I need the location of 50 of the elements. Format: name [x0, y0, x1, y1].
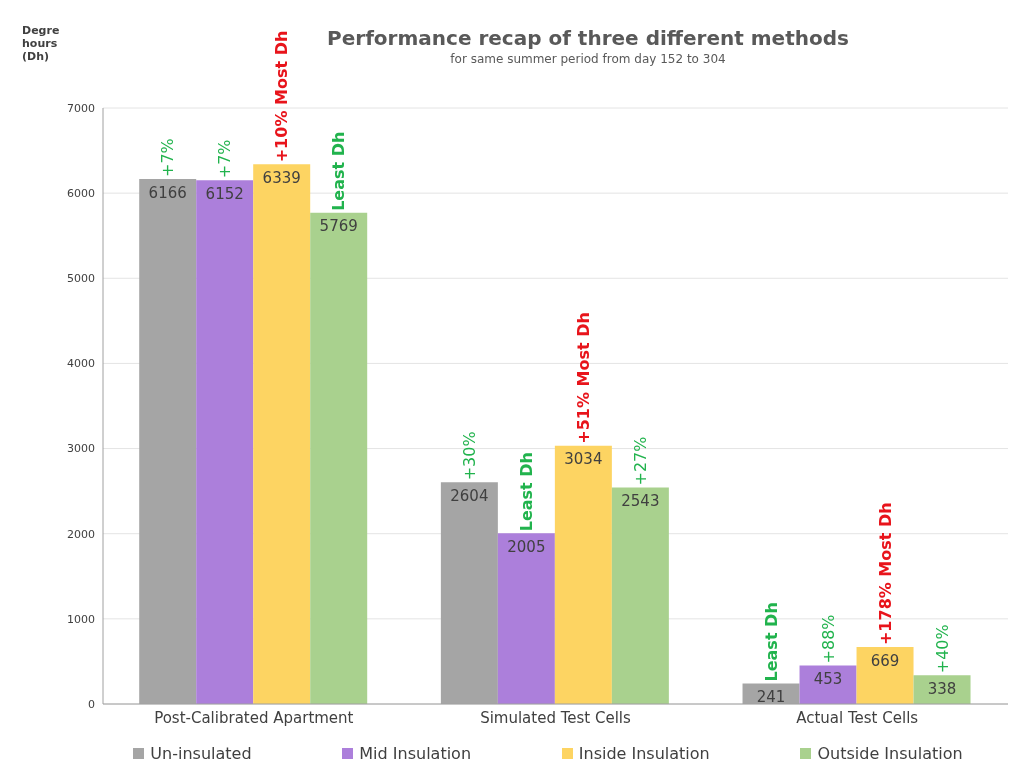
legend-label: Mid Insulation: [358, 744, 472, 763]
y-axis-title: Degre hours (Dh): [22, 24, 61, 63]
x-tick-label: Simulated Test Cells: [480, 708, 632, 727]
data-label: 453: [813, 670, 843, 689]
annotation: +7%: [215, 139, 235, 179]
data-label: 669: [870, 651, 900, 670]
annotation: +40%: [932, 624, 952, 674]
annotation: Least Dh: [516, 452, 536, 532]
annotation: +88%: [818, 614, 838, 664]
data-label: 2604: [450, 486, 489, 505]
bar: [497, 533, 555, 704]
bar: [554, 445, 612, 704]
chart-subtitle: for same summer period from day 152 to 304: [450, 52, 726, 66]
chart-title: Performance recap of three different methods: [327, 26, 849, 50]
legend-label: Inside Insulation: [577, 744, 710, 763]
annotation: +27%: [630, 436, 650, 486]
bar: [799, 665, 857, 704]
data-label: 241: [756, 688, 786, 707]
annotation: Least Dh: [329, 131, 349, 211]
bar: [310, 212, 368, 704]
annotation: +7%: [158, 138, 178, 178]
annotation: +10% Most Dh: [272, 30, 292, 163]
data-label: 6339: [262, 168, 301, 187]
bar: [196, 180, 254, 704]
y-tick-label: 7000: [67, 101, 95, 115]
annotation: +51% Most Dh: [573, 312, 593, 444]
annotation: +178% Most Dh: [875, 502, 895, 646]
data-label: 2005: [507, 537, 546, 556]
data-label: 5769: [319, 217, 358, 236]
y-tick-label: 6000: [67, 187, 95, 201]
annotation: +30%: [459, 431, 479, 481]
data-label: 6152: [205, 184, 244, 203]
y-tick-label: 0: [88, 697, 95, 711]
y-tick-label: 2000: [67, 527, 95, 541]
y-tick-label: 1000: [67, 612, 95, 626]
y-tick-label: 3000: [67, 442, 95, 456]
y-tick-label: 5000: [67, 272, 95, 286]
x-tick-label: Post-Calibrated Apartment: [154, 708, 354, 727]
data-label: 338: [927, 679, 957, 698]
data-label: 2543: [621, 492, 660, 511]
bar: [856, 647, 914, 704]
data-label: 3034: [564, 450, 603, 469]
legend-label: Outside Insulation: [816, 744, 963, 763]
bar: [611, 487, 669, 704]
data-label: 6166: [148, 183, 187, 202]
x-tick-label: Actual Test Cells: [796, 708, 919, 727]
legend-label: Un-insulated: [149, 744, 252, 763]
annotation: Least Dh: [761, 602, 781, 682]
y-tick-label: 4000: [67, 357, 95, 371]
bar: [253, 164, 311, 704]
